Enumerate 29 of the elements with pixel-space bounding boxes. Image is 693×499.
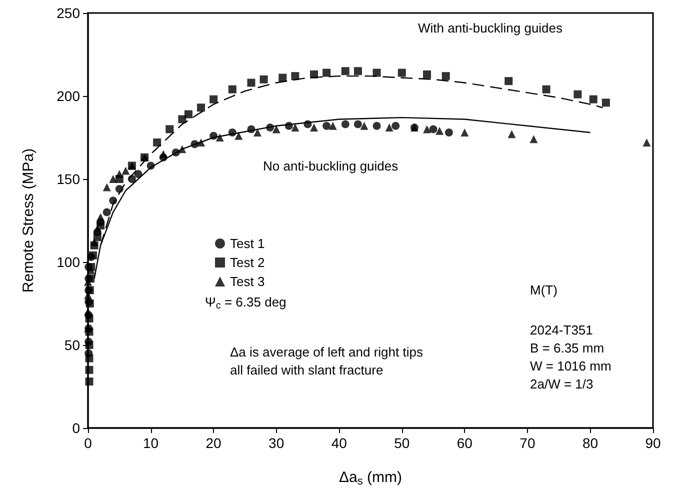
x-tick-label: 50: [394, 435, 410, 451]
y-tick-label: 150: [56, 171, 80, 187]
annotation: M(T): [530, 282, 558, 298]
legend-label: Test 3: [230, 274, 265, 289]
annotation: No anti-buckling guides: [263, 158, 399, 174]
annotation: Δa is average of left and right tips: [230, 344, 424, 360]
x-tick-label: 10: [142, 435, 159, 451]
y-tick-label: 100: [56, 254, 80, 270]
annotation: B = 6.35 mm: [530, 340, 604, 356]
x-tick-label: 70: [520, 435, 536, 451]
x-tick-label: 30: [268, 435, 284, 451]
y-tick-label: 200: [56, 88, 80, 104]
y-tick-label: 250: [56, 5, 80, 21]
x-tick-label: 0: [84, 435, 92, 451]
y-tick-label: 50: [64, 337, 80, 353]
x-tick-label: 40: [331, 435, 348, 451]
annotation: With anti-buckling guides: [418, 20, 564, 36]
legend-label: Test 1: [230, 236, 265, 251]
annotation: W = 1016 mm: [530, 358, 612, 374]
annotation: 2a/W = 1/3: [530, 376, 594, 392]
annotation: all failed with slant fracture: [230, 362, 384, 378]
x-tick-label: 60: [456, 435, 473, 451]
annotation: 2024-T351: [530, 322, 593, 338]
y-tick-label: 0: [72, 420, 80, 436]
y-axis-title: Remote Stress (MPa): [20, 148, 37, 293]
x-tick-label: 90: [645, 435, 661, 451]
legend-label: Test 2: [230, 255, 265, 270]
x-tick-label: 20: [206, 435, 222, 451]
x-tick-label: 80: [582, 435, 598, 451]
